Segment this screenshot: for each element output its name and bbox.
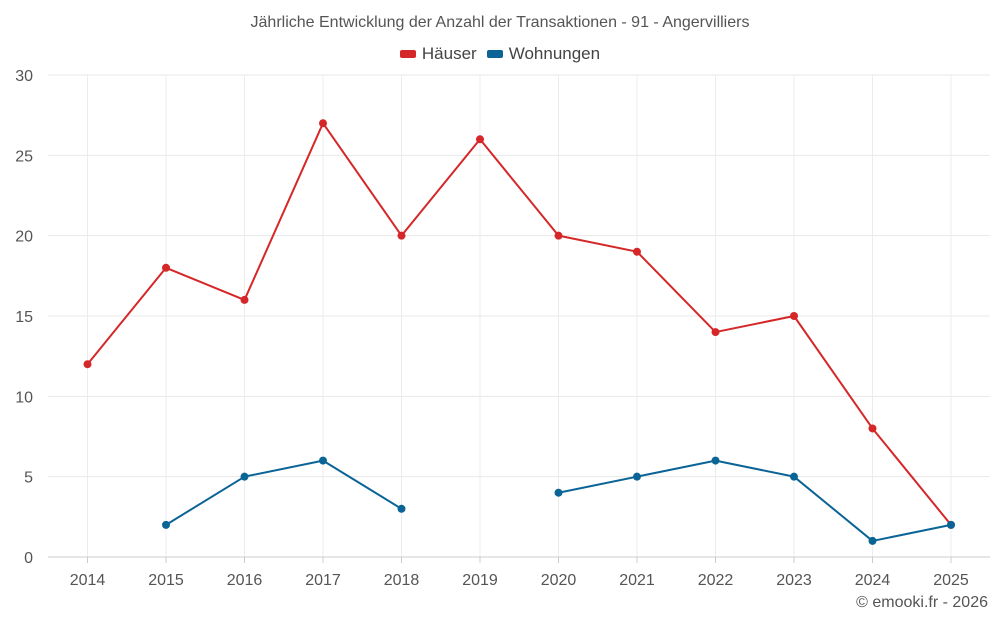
y-tick-label: 15 — [15, 309, 33, 326]
grid — [48, 74, 990, 557]
data-point-wohnungen — [633, 472, 641, 481]
data-point-wohnungen — [947, 520, 955, 529]
x-tick-label: 2022 — [698, 572, 734, 589]
legend-swatch-haeuser — [399, 50, 416, 58]
x-tick-label: 2020 — [541, 572, 577, 589]
x-tick-label: 2016 — [227, 572, 263, 589]
y-tick-label: 20 — [15, 229, 33, 246]
series-line-wohnungen — [558, 459, 952, 542]
data-point-wohnungen — [240, 472, 249, 481]
chart-title: Jährliche Entwicklung der Anzahl der Tra… — [250, 14, 750, 31]
y-tick-label: 25 — [15, 148, 33, 165]
y-tick-label: 5 — [24, 470, 33, 487]
data-point-haeuser — [397, 231, 406, 240]
series-line-haeuser — [86, 122, 952, 526]
x-tick-label: 2017 — [305, 572, 341, 589]
data-point-wohnungen — [868, 536, 877, 545]
legend-swatch-wohnungen — [486, 50, 503, 58]
data-point-wohnungen — [711, 456, 720, 465]
data-point-haeuser — [633, 247, 641, 256]
legend-label-wohnungen: Wohnungen — [508, 44, 601, 63]
data-point-haeuser — [476, 135, 484, 144]
data-point-wohnungen — [319, 456, 327, 465]
data-point-haeuser — [790, 312, 798, 320]
data-point-haeuser — [83, 360, 92, 369]
x-tick-label: 2014 — [70, 572, 106, 589]
data-point-haeuser — [162, 263, 170, 272]
x-tick-label: 2025 — [933, 572, 969, 589]
x-tick-label: 2018 — [384, 572, 420, 589]
series-line-wohnungen — [165, 459, 403, 526]
legend-label-haeuser: Häuser — [421, 44, 477, 63]
legend: Häuser Wohnungen — [0, 44, 1000, 64]
data-point-wohnungen — [397, 504, 406, 513]
legend-item-wohnungen[interactable]: Wohnungen — [486, 44, 601, 64]
credit-text: © emooki.fr - 2026 — [856, 594, 988, 611]
x-tick-label: 2023 — [776, 572, 812, 589]
y-tick-label: 10 — [15, 389, 33, 406]
data-point-haeuser — [554, 231, 563, 240]
x-tick-label: 2024 — [855, 572, 891, 589]
y-tick-label: 0 — [24, 550, 33, 567]
x-tick-label: 2015 — [148, 572, 184, 589]
data-point-haeuser — [240, 295, 249, 304]
legend-item-haeuser[interactable]: Häuser — [399, 44, 477, 64]
data-point-wohnungen — [554, 488, 563, 497]
data-point-haeuser — [868, 424, 877, 433]
x-tick-label: 2019 — [462, 572, 498, 589]
data-point-haeuser — [711, 328, 720, 337]
data-point-wohnungen — [162, 520, 170, 529]
data-point-haeuser — [319, 119, 327, 128]
x-tick-label: 2021 — [619, 572, 655, 589]
y-tick-label: 30 — [15, 68, 33, 85]
data-point-wohnungen — [790, 472, 798, 481]
series — [83, 119, 955, 545]
